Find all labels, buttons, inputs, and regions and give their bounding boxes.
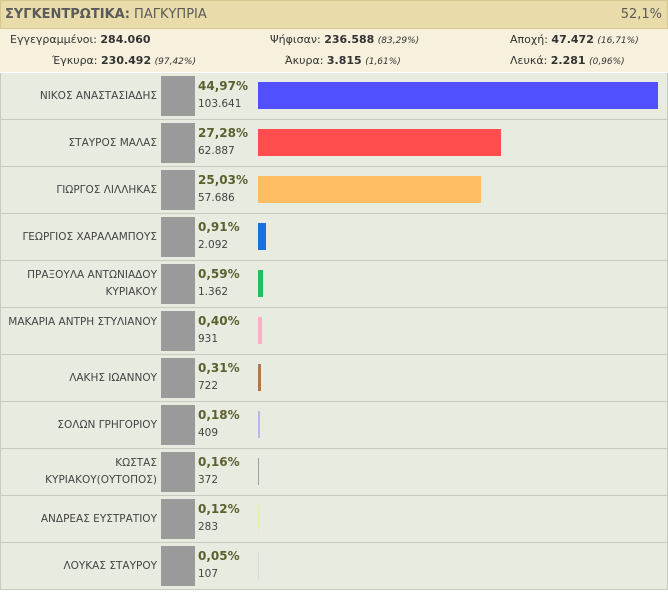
candidate-name: ΑΝΔΡΕΑΣ ΕΥΣΤΡΑΤΙΟΥ (40, 512, 157, 525)
photo (161, 499, 195, 539)
bar (258, 223, 267, 250)
percent: 0,12% (198, 502, 240, 516)
summary-value: 3.815 (326, 54, 362, 67)
bar (258, 82, 658, 109)
candidate-row: ΛΑΚΗΣ ΙΩΑΝΝΟΥ 0,31% 722 (0, 355, 668, 402)
candidate-name: ΛΑΚΗΣ ΙΩΑΝΝΟΥ (69, 371, 157, 384)
candidate-name: ΓΕΩΡΓΙΟΣ ΧΑΡΑΛΑΜΠΟΥΣ (22, 230, 157, 243)
percent: 0,31% (198, 361, 240, 375)
votes: 103.641 (198, 98, 242, 110)
counted: 52,1% (620, 7, 662, 22)
photo (161, 264, 195, 304)
photo (161, 217, 195, 257)
summary-pct: (16,71%) (597, 36, 639, 46)
bar (258, 364, 261, 391)
candidate-row: ΝΙΚΟΣ ΑΝΑΣΤΑΣΙΑΔΗΣ 44,97% 103.641 (0, 73, 668, 120)
candidate-name: ΛΟΥΚΑΣ ΣΤΑΥΡΟΥ (63, 559, 157, 572)
photo (161, 170, 195, 210)
bar (258, 458, 260, 485)
summary-value: 2.281 (550, 54, 586, 67)
summary-value: 47.472 (551, 33, 594, 46)
summary-item: Έγκυρα: 230.492 (97,42%) (52, 54, 196, 67)
percent: 0,16% (198, 455, 240, 469)
votes: 722 (198, 380, 219, 392)
summary-item: Άκυρα: 3.815 (1,61%) (285, 54, 401, 67)
candidate-row: ΠΡΑΞΟΥΛΑ ΑΝΤΩΝΙΑΔΟΥ ΚΥΡΙΑΚΟΥ 0,59% 1.362 (0, 261, 668, 308)
candidate-name: ΜΑΚΑΡΙΑ ΑΝΤΡΗ ΣΤΥΛΙΑΝΟΥ (8, 316, 157, 328)
summary-label: Αποχή: (510, 33, 548, 46)
region: ΠΑΓΚΥΠΡΙΑ (134, 7, 207, 22)
photo (161, 358, 195, 398)
summary-value: 230.492 (101, 54, 152, 67)
photo (161, 405, 195, 445)
candidate-row: ΜΑΚΑΡΙΑ ΑΝΤΡΗ ΣΤΥΛΙΑΝΟΥ 0,40% 931 (0, 308, 668, 355)
candidate-row: ΚΩΣΤΑΣ ΚΥΡΙΑΚΟΥ(ΟΥΤΟΠΟΣ) 0,16% 372 (0, 449, 668, 496)
candidate-row: ΛΟΥΚΑΣ ΣΤΑΥΡΟΥ 0,05% 107 (0, 543, 668, 590)
summary-label: Άκυρα: (285, 54, 324, 67)
percent: 0,91% (198, 220, 240, 234)
percent: 44,97% (198, 79, 248, 93)
summary-item: Ψήφισαν: 236.588 (83,29%) (270, 33, 419, 46)
candidate-row: ΣΟΛΩΝ ΓΡΗΓΟΡΙΟΥ 0,18% 409 (0, 402, 668, 449)
votes: 931 (198, 333, 219, 345)
votes: 372 (198, 474, 219, 486)
candidate-name: ΣΟΛΩΝ ΓΡΗΓΟΡΙΟΥ (57, 418, 157, 431)
summary-item: Εγγεγραμμένοι: 284.060 (10, 33, 151, 46)
percent: 0,59% (198, 267, 240, 281)
candidate-row: ΣΤΑΥΡΟΣ ΜΑΛΑΣ 27,28% 62.887 (0, 120, 668, 167)
summary-label: Εγγεγραμμένοι: (10, 33, 97, 46)
bar (258, 411, 260, 438)
candidate-name: ΝΙΚΟΣ ΑΝΑΣΤΑΣΙΑΔΗΣ (39, 89, 157, 102)
summary-label: Λευκά: (510, 54, 548, 67)
summary-pct: (83,29%) (377, 36, 420, 46)
candidate-row: ΑΝΔΡΕΑΣ ΕΥΣΤΡΑΤΙΟΥ 0,12% 283 (0, 496, 668, 543)
summary-pct: (1,61%) (365, 57, 401, 67)
bar (258, 176, 481, 203)
summary: Εγγεγραμμένοι: 284.060 Ψήφισαν: 236.588 (… (0, 29, 668, 72)
candidate-name: ΚΩΣΤΑΣ ΚΥΡΙΑΚΟΥ(ΟΥΤΟΠΟΣ) (45, 457, 157, 486)
photo (161, 76, 195, 116)
photo (161, 123, 195, 163)
votes: 107 (198, 568, 219, 580)
summary-value: 284.060 (100, 33, 151, 46)
photo (161, 452, 195, 492)
bar (258, 505, 260, 532)
percent: 0,05% (198, 549, 240, 563)
summary-pct: (0,96%) (589, 57, 625, 67)
percent: 0,18% (198, 408, 240, 422)
votes: 62.887 (198, 145, 235, 157)
percent: 0,40% (198, 314, 240, 328)
header: ΣΥΓΚΕΝΤΡΩΤΙΚΑ: ΠΑΓΚΥΠΡΙΑ 52,1% (0, 0, 668, 29)
candidate-name: ΠΡΑΞΟΥΛΑ ΑΝΤΩΝΙΑΔΟΥ ΚΥΡΙΑΚΟΥ (27, 269, 157, 298)
photo (161, 311, 195, 351)
bar (258, 317, 262, 344)
bar (258, 129, 501, 156)
candidate-row: ΓΙΩΡΓΟΣ ΛΙΛΛΗΚΑΣ 25,03% 57.686 (0, 167, 668, 214)
photo (161, 546, 195, 586)
candidate-name: ΓΙΩΡΓΟΣ ΛΙΛΛΗΚΑΣ (56, 183, 157, 196)
votes: 409 (198, 427, 219, 439)
percent: 27,28% (198, 126, 248, 140)
title: ΣΥΓΚΕΝΤΡΩΤΙΚΑ: ΠΑΓΚΥΠΡΙΑ (5, 7, 207, 22)
votes: 57.686 (198, 192, 235, 204)
votes: 2.092 (198, 239, 229, 251)
summary-item: Αποχή: 47.472 (16,71%) (510, 33, 639, 46)
votes: 1.362 (198, 286, 229, 298)
percent: 25,03% (198, 173, 248, 187)
title-label: ΣΥΓΚΕΝΤΡΩΤΙΚΑ: (5, 7, 130, 22)
summary-label: Ψήφισαν: (270, 33, 321, 46)
summary-value: 236.588 (324, 33, 375, 46)
candidate-row: ΓΕΩΡΓΙΟΣ ΧΑΡΑΛΑΜΠΟΥΣ 0,91% 2.092 (0, 214, 668, 261)
summary-item: Λευκά: 2.281 (0,96%) (510, 54, 625, 67)
candidate-name: ΣΤΑΥΡΟΣ ΜΑΛΑΣ (68, 136, 157, 149)
summary-label: Έγκυρα: (52, 54, 98, 67)
bar (258, 270, 264, 297)
summary-pct: (97,42%) (154, 57, 196, 67)
votes: 283 (198, 521, 219, 533)
